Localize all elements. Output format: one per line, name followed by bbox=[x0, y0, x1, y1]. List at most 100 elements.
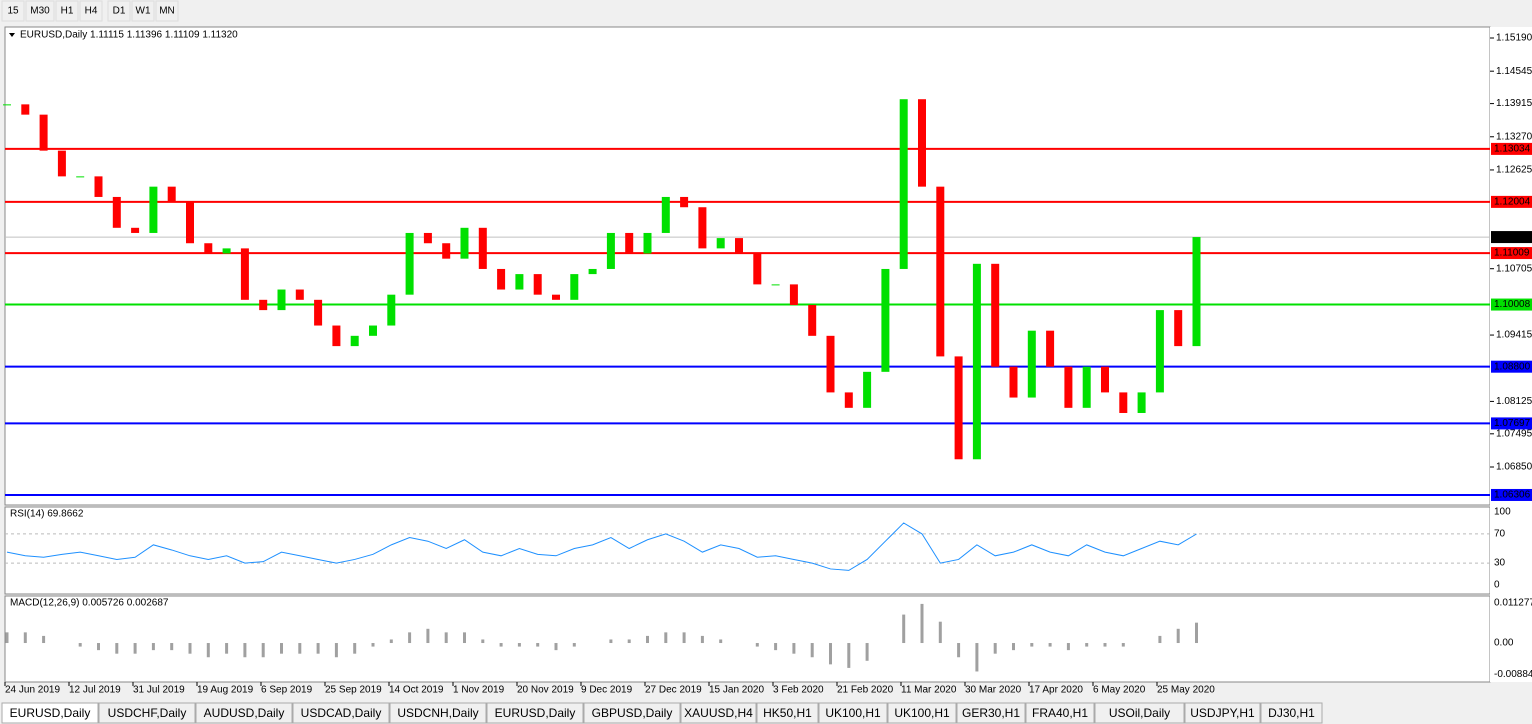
candle bbox=[497, 268, 506, 290]
timeframe-label[interactable]: W1 bbox=[136, 6, 151, 17]
tab-label[interactable]: UK100,H1 bbox=[894, 706, 950, 720]
chart-title: EURUSD,Daily 1.11115 1.11396 1.11109 1.1… bbox=[20, 30, 238, 41]
timeframe-button[interactable] bbox=[55, 0, 79, 22]
level-label: 1.12004 bbox=[1494, 197, 1531, 208]
timeframe-button[interactable] bbox=[1, 0, 25, 22]
candle bbox=[149, 186, 158, 233]
x-tick-label: 3 Feb 2020 bbox=[773, 685, 824, 696]
tab[interactable] bbox=[1094, 702, 1185, 724]
level-label: 1.06306 bbox=[1494, 490, 1531, 501]
tab[interactable] bbox=[887, 702, 957, 724]
price-axis bbox=[1490, 27, 1532, 682]
level-box bbox=[1491, 488, 1532, 501]
timeframe-label[interactable]: H1 bbox=[61, 6, 74, 17]
candle bbox=[625, 232, 634, 254]
tab[interactable] bbox=[98, 702, 196, 724]
title-arrow bbox=[9, 33, 15, 37]
y-tick-label: 1.14545 bbox=[1496, 66, 1532, 77]
candle bbox=[991, 263, 1000, 367]
tab-label[interactable]: USDJPY,H1 bbox=[1190, 706, 1255, 720]
candle bbox=[552, 294, 560, 300]
timeframe-button[interactable] bbox=[107, 0, 131, 22]
timeframe-label[interactable]: H4 bbox=[85, 6, 98, 17]
candle bbox=[460, 227, 469, 259]
level-label: 1.07697 bbox=[1494, 418, 1531, 429]
candle bbox=[369, 325, 377, 336]
macd-tick-label: 0.011277 bbox=[1494, 598, 1532, 609]
x-tick-label: 24 Jun 2019 bbox=[5, 685, 60, 696]
candle bbox=[954, 356, 963, 460]
x-tick-label: 14 Oct 2019 bbox=[389, 685, 444, 696]
tab[interactable] bbox=[195, 702, 293, 724]
tab[interactable] bbox=[1260, 702, 1323, 724]
tab-label[interactable]: UK100,H1 bbox=[825, 706, 881, 720]
candle bbox=[314, 299, 323, 326]
tab-label[interactable]: DJ30,H1 bbox=[1268, 706, 1315, 720]
tab[interactable] bbox=[389, 702, 487, 724]
y-tick-label: 1.12625 bbox=[1496, 165, 1532, 176]
tab-label[interactable]: FRA40,H1 bbox=[1032, 706, 1088, 720]
tab-label[interactable]: EURUSD,Daily bbox=[10, 706, 91, 720]
candle bbox=[204, 243, 213, 254]
y-tick-label: 1.08125 bbox=[1496, 396, 1532, 407]
candle bbox=[918, 99, 926, 187]
x-tick-label: 15 Jan 2020 bbox=[709, 685, 764, 696]
tab[interactable] bbox=[1184, 702, 1261, 724]
x-tick-label: 25 May 2020 bbox=[1157, 685, 1215, 696]
tab-label[interactable]: XAUUSD,H4 bbox=[684, 706, 753, 720]
tab[interactable] bbox=[1025, 702, 1095, 724]
level-box bbox=[1491, 142, 1532, 155]
tab-label[interactable]: AUDUSD,Daily bbox=[204, 706, 285, 720]
candle bbox=[643, 232, 652, 254]
timeframe-label[interactable]: 15 bbox=[7, 6, 19, 17]
tab[interactable] bbox=[956, 702, 1026, 724]
tab[interactable] bbox=[583, 702, 681, 724]
timeframe-button[interactable] bbox=[155, 0, 179, 22]
x-tick-label: 21 Feb 2020 bbox=[837, 685, 894, 696]
candle bbox=[1119, 392, 1128, 413]
rsi-tick-label: 0 bbox=[1494, 580, 1500, 591]
tab-label[interactable]: EURUSD,Daily bbox=[495, 706, 576, 720]
candle bbox=[1064, 366, 1073, 408]
macd-tick-label: 0.00 bbox=[1494, 638, 1514, 649]
candle bbox=[1192, 237, 1201, 347]
candle bbox=[112, 196, 121, 228]
tab[interactable] bbox=[1, 702, 99, 724]
tab-label[interactable]: HK50,H1 bbox=[763, 706, 812, 720]
candle bbox=[131, 227, 140, 233]
timeframe-label[interactable]: M30 bbox=[30, 6, 50, 17]
y-tick-label: 1.07495 bbox=[1496, 428, 1532, 439]
tab-label[interactable]: USDCNH,Daily bbox=[397, 706, 478, 720]
level-label: 1.10008 bbox=[1494, 299, 1531, 310]
current-price-box bbox=[1491, 231, 1532, 244]
tab-label[interactable]: GBPUSD,Daily bbox=[592, 706, 673, 720]
timeframe-button[interactable] bbox=[79, 0, 103, 22]
candle bbox=[881, 268, 890, 372]
candle bbox=[680, 196, 689, 208]
tab-label[interactable]: GER30,H1 bbox=[962, 706, 1020, 720]
rsi-line bbox=[6, 522, 1197, 571]
tab[interactable] bbox=[756, 702, 819, 724]
candle bbox=[222, 248, 231, 254]
tab-label[interactable]: USDCHF,Daily bbox=[108, 706, 187, 720]
candle bbox=[698, 207, 707, 249]
main-panel bbox=[4, 26, 1491, 506]
candle bbox=[515, 274, 524, 290]
tab[interactable] bbox=[486, 702, 584, 724]
tab-label[interactable]: USDCAD,Daily bbox=[301, 706, 382, 720]
timeframe-button[interactable] bbox=[131, 0, 155, 22]
y-tick-label: 1.15190 bbox=[1496, 33, 1532, 44]
candle bbox=[442, 243, 451, 259]
y-tick-label: 1.09415 bbox=[1496, 330, 1532, 341]
tab-label[interactable]: USOil,Daily bbox=[1109, 706, 1170, 720]
timeframe-label[interactable]: D1 bbox=[113, 6, 126, 17]
timeframe-label[interactable]: MN bbox=[159, 6, 175, 17]
tab[interactable] bbox=[818, 702, 888, 724]
candle bbox=[753, 253, 762, 285]
tab[interactable] bbox=[292, 702, 390, 724]
timeframe-button[interactable] bbox=[25, 0, 55, 22]
candle bbox=[167, 186, 176, 203]
tab[interactable] bbox=[680, 702, 757, 724]
rsi-tick-label: 100 bbox=[1494, 507, 1511, 518]
